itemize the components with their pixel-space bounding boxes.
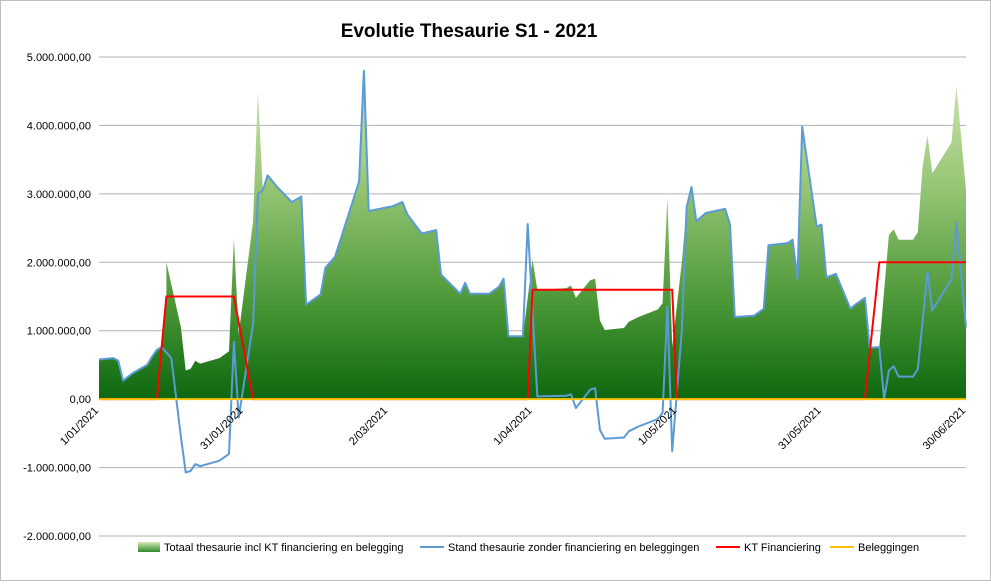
series-layer [98, 69, 967, 474]
legend-label: Totaal thesaurie incl KT financiering en… [164, 542, 404, 554]
legend-item: KT Financiering [716, 542, 821, 554]
x-tick-label: 31/01/2021 [198, 405, 245, 452]
legend-item: Stand thesaurie zonder financiering en b… [420, 542, 699, 554]
legend-item: Totaal thesaurie incl KT financiering en… [138, 542, 404, 554]
legend-item: Beleggingen [830, 542, 919, 554]
y-tick-label: 5.000.000,00 [27, 52, 91, 64]
y-tick-label: 3.000.000,00 [27, 189, 91, 201]
legend: Totaal thesaurie incl KT financiering en… [138, 542, 919, 554]
y-tick-label: 4.000.000,00 [27, 120, 91, 132]
x-tick-label: 1/04/2021 [492, 405, 535, 448]
series-area-totaal-thesaurie [99, 70, 966, 400]
legend-label: Beleggingen [858, 542, 919, 554]
x-tick-label: 1/01/2021 [58, 405, 101, 448]
series-line-kt-financiering [99, 261, 966, 401]
y-tick-label: -1.000.000,00 [23, 463, 91, 475]
y-tick-label: 2.000.000,00 [27, 257, 91, 269]
legend-label: KT Financiering [744, 542, 821, 554]
chart-title: Evolutie Thesaurie S1 - 2021 [341, 21, 598, 42]
x-tick-label: 31/05/2021 [776, 405, 823, 452]
legend-label: Stand thesaurie zonder financiering en b… [448, 542, 699, 554]
y-tick-label: 0,00 [70, 394, 91, 406]
y-tick-label: -2.000.000,00 [23, 531, 91, 543]
legend-swatch [138, 542, 160, 552]
x-axis-ticks: 1/01/2021 31/01/2021 2/03/2021 1/04/2021 1/0… [58, 405, 968, 452]
y-tick-label: 1.000.000,00 [27, 326, 91, 338]
y-axis-ticks: -2.000.000,00 -1.000.000,00 0,00 1.000.000,… [23, 52, 91, 543]
x-tick-label: 30/06/2021 [921, 405, 968, 452]
series-line-stand-thesaurie [98, 69, 967, 474]
x-tick-label: 2/03/2021 [347, 405, 390, 448]
